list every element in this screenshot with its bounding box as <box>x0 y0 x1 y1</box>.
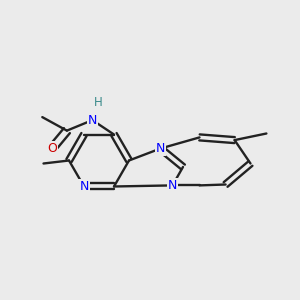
Text: N: N <box>79 180 89 193</box>
Text: N: N <box>156 142 165 155</box>
Text: N: N <box>88 114 97 127</box>
Text: N: N <box>168 179 177 192</box>
Text: H: H <box>94 96 103 109</box>
Text: O: O <box>47 142 57 155</box>
